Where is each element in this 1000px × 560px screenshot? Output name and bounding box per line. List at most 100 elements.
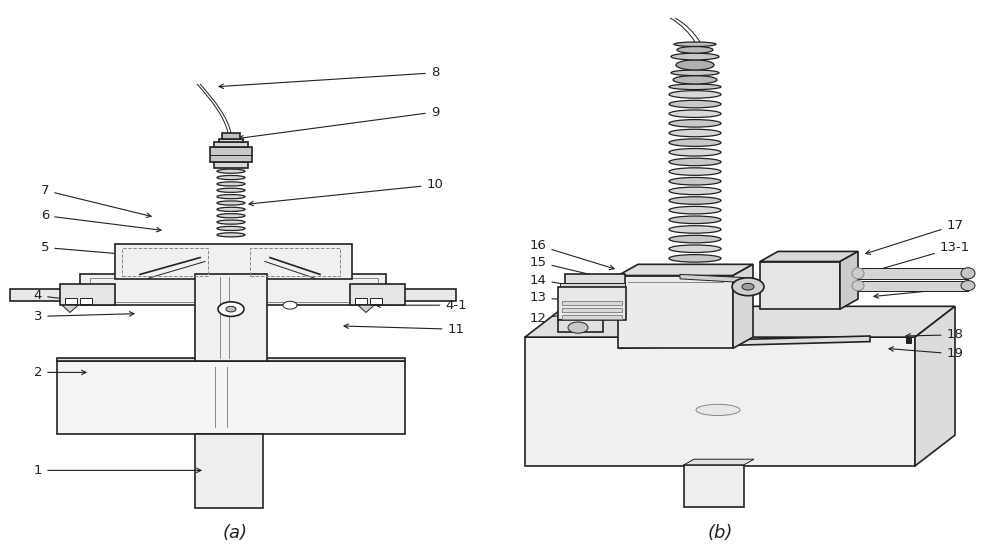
Text: 7: 7: [41, 184, 151, 217]
Ellipse shape: [669, 110, 721, 118]
Text: 16: 16: [530, 239, 614, 269]
Bar: [618, 276, 733, 348]
Text: 13: 13: [530, 291, 591, 305]
Text: 12-1: 12-1: [874, 282, 970, 298]
Text: 2: 2: [34, 366, 86, 379]
Bar: [122, 248, 208, 276]
Ellipse shape: [669, 120, 721, 127]
Ellipse shape: [669, 187, 721, 195]
Ellipse shape: [217, 214, 245, 218]
Polygon shape: [358, 305, 374, 312]
Bar: [565, 274, 625, 284]
Bar: [57, 361, 405, 434]
Bar: [80, 298, 92, 304]
Text: 13-1: 13-1: [866, 241, 970, 274]
Circle shape: [283, 301, 297, 309]
Ellipse shape: [669, 197, 721, 204]
Bar: [355, 298, 367, 304]
Polygon shape: [525, 306, 955, 337]
Text: 12: 12: [530, 311, 574, 325]
Bar: [858, 281, 968, 291]
Bar: [562, 301, 622, 305]
Bar: [219, 139, 243, 142]
Ellipse shape: [669, 226, 721, 233]
Circle shape: [742, 283, 754, 290]
Ellipse shape: [669, 255, 721, 262]
Ellipse shape: [669, 139, 721, 146]
Text: 4-1: 4-1: [376, 298, 467, 312]
Text: 1: 1: [34, 464, 201, 477]
Bar: [558, 287, 626, 320]
Circle shape: [732, 278, 764, 296]
Text: 3: 3: [34, 310, 134, 323]
Ellipse shape: [217, 194, 245, 199]
Text: 19: 19: [889, 347, 963, 361]
Ellipse shape: [669, 216, 721, 223]
Ellipse shape: [676, 60, 714, 70]
Text: 9: 9: [239, 105, 439, 140]
Bar: [906, 337, 911, 343]
Polygon shape: [57, 358, 405, 361]
Text: 8: 8: [219, 66, 439, 88]
Text: 5: 5: [41, 241, 174, 260]
Ellipse shape: [217, 233, 245, 237]
Ellipse shape: [696, 404, 740, 416]
Ellipse shape: [671, 53, 719, 60]
Ellipse shape: [671, 70, 719, 76]
Polygon shape: [760, 251, 858, 262]
Ellipse shape: [669, 129, 721, 137]
Ellipse shape: [669, 245, 721, 253]
Bar: [80, 274, 386, 305]
Text: 4: 4: [34, 289, 81, 302]
Ellipse shape: [669, 84, 721, 90]
Text: (a): (a): [222, 524, 248, 542]
Bar: [562, 308, 622, 312]
Bar: [560, 283, 625, 288]
Bar: [558, 320, 603, 332]
Bar: [90, 278, 378, 302]
Bar: [562, 315, 622, 319]
Bar: [195, 434, 263, 508]
Bar: [214, 142, 248, 147]
Text: 18: 18: [906, 328, 963, 342]
Ellipse shape: [961, 268, 975, 279]
Ellipse shape: [669, 100, 721, 108]
Ellipse shape: [674, 42, 716, 46]
Circle shape: [226, 306, 236, 312]
Polygon shape: [620, 336, 870, 348]
Bar: [684, 465, 744, 507]
Ellipse shape: [669, 178, 721, 185]
Ellipse shape: [673, 76, 717, 84]
Ellipse shape: [669, 91, 721, 98]
Ellipse shape: [217, 182, 245, 186]
Polygon shape: [840, 251, 858, 309]
Text: 6: 6: [41, 209, 161, 232]
Polygon shape: [684, 459, 754, 465]
Ellipse shape: [669, 235, 721, 243]
Ellipse shape: [669, 148, 721, 156]
Ellipse shape: [677, 46, 713, 53]
Bar: [370, 298, 382, 304]
Polygon shape: [62, 305, 78, 312]
Text: (b): (b): [707, 524, 733, 542]
Ellipse shape: [852, 268, 864, 279]
Bar: [250, 248, 340, 276]
Polygon shape: [618, 264, 753, 276]
Ellipse shape: [669, 158, 721, 166]
Bar: [210, 147, 252, 162]
Ellipse shape: [217, 207, 245, 212]
Bar: [60, 284, 115, 305]
Bar: [350, 284, 405, 305]
Ellipse shape: [217, 175, 245, 180]
Text: 15: 15: [530, 255, 614, 281]
Polygon shape: [680, 274, 748, 283]
Circle shape: [218, 302, 244, 316]
Bar: [115, 244, 352, 279]
Bar: [858, 268, 968, 279]
Bar: [378, 289, 456, 301]
Polygon shape: [733, 264, 753, 348]
Ellipse shape: [217, 201, 245, 205]
Text: 17: 17: [866, 218, 964, 254]
Ellipse shape: [669, 168, 721, 175]
Bar: [10, 289, 88, 301]
